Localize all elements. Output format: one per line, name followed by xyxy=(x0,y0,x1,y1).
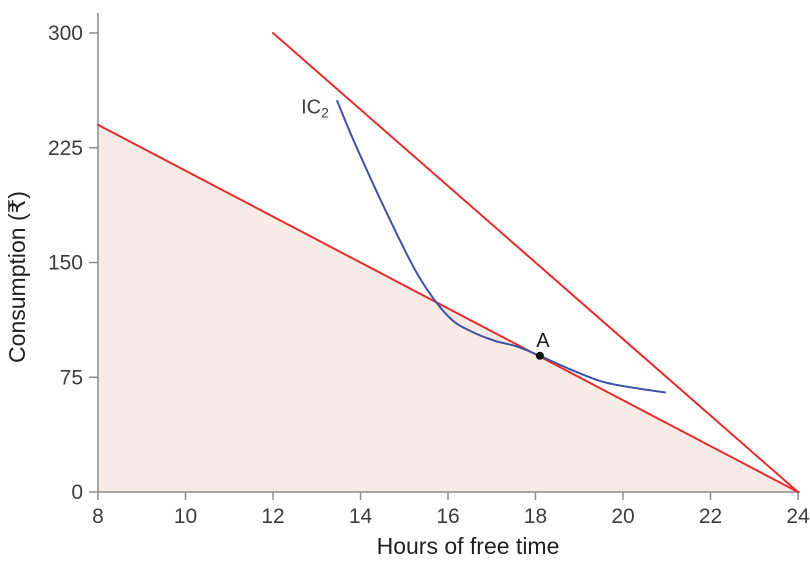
x-tick-label: 24 xyxy=(786,505,810,528)
indifference-curve-2 xyxy=(335,99,667,394)
y-axis-title: Consumption (₹) xyxy=(4,191,30,363)
x-tick-label: 22 xyxy=(699,505,722,528)
point-label-A: A xyxy=(536,330,550,352)
x-tick-label: 8 xyxy=(92,505,104,528)
x-tick-label: 20 xyxy=(611,505,634,528)
x-tick-label: 18 xyxy=(524,505,547,528)
budget-constraint-steep xyxy=(272,32,799,493)
point-A xyxy=(535,351,544,360)
indifference-curve-label: IC2 xyxy=(301,96,329,120)
y-tick-label: 300 xyxy=(48,22,83,45)
x-tick-label: 16 xyxy=(436,505,459,528)
y-tick-label: 225 xyxy=(48,137,83,160)
x-tick-label: 10 xyxy=(174,505,197,528)
budget-constraint-flat xyxy=(97,123,799,493)
y-tick-label: 0 xyxy=(71,481,83,504)
x-axis-title: Hours of free time xyxy=(377,533,560,559)
y-tick-label: 75 xyxy=(60,366,83,389)
axes-layer: 8 10 12 14 16 18 20 22 24 0 75 150 225 300 xyxy=(48,13,810,528)
series-layer xyxy=(97,32,799,493)
x-tick-label: 12 xyxy=(261,505,284,528)
y-tick-label: 150 xyxy=(48,252,83,275)
x-tick-label: 14 xyxy=(349,505,373,528)
annotations-layer: IC2 A xyxy=(301,96,550,360)
